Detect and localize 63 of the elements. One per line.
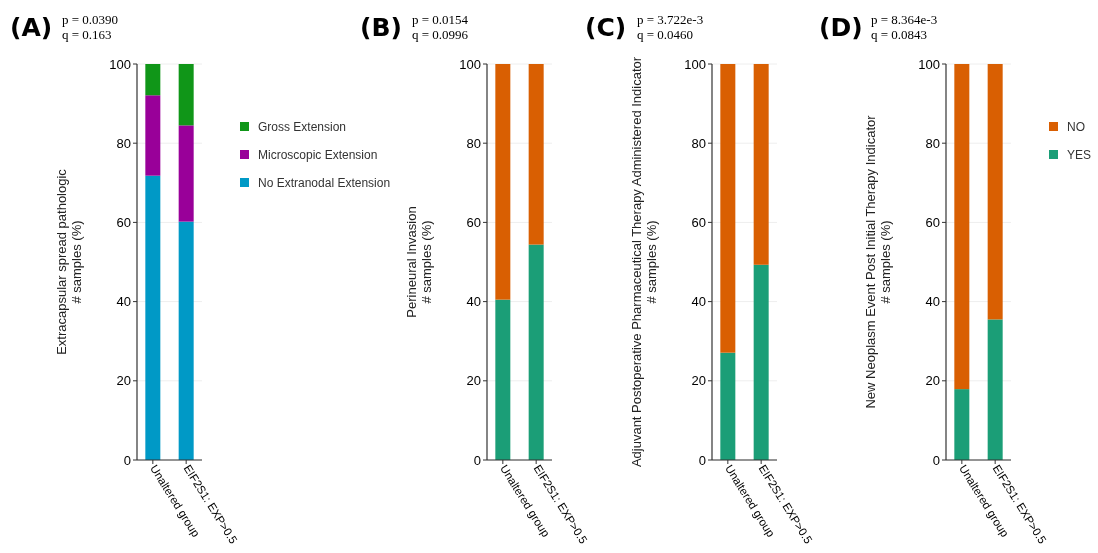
bar <box>145 175 161 460</box>
bar <box>178 125 194 222</box>
legend-label: Gross Extension <box>258 120 347 135</box>
text: q = 0.163 <box>62 27 112 42</box>
text: p = 0.0154 <box>412 12 469 27</box>
y-tick-label: 80 <box>116 135 131 151</box>
y-tick-label: 20 <box>116 373 131 389</box>
bar <box>528 64 544 245</box>
text: q = 0.0996 <box>412 27 469 42</box>
bar <box>753 264 769 460</box>
text: p = 3.722e-3 <box>637 12 704 27</box>
y-tick-label: 60 <box>116 214 131 230</box>
bar <box>528 244 544 460</box>
bar <box>954 64 970 390</box>
y-tick-label: 0 <box>123 452 131 468</box>
y-tick-label: 20 <box>691 373 706 389</box>
y-tick-label: 100 <box>684 56 706 72</box>
text: q = 0.0460 <box>637 27 694 42</box>
y-axis-title: Perineural Invasion # samples (%) <box>403 206 434 318</box>
y-tick-label: 60 <box>691 214 706 230</box>
text: p = 0.0390 <box>62 12 119 27</box>
legend-label: YES <box>1067 148 1092 163</box>
y-tick-label: 100 <box>109 56 131 72</box>
y-tick-label: 0 <box>932 452 940 468</box>
y-tick-label: 60 <box>466 214 481 230</box>
y-tick-label: 40 <box>925 294 940 310</box>
y-tick-label: 0 <box>698 452 706 468</box>
legend-label: Microscopic Extension <box>258 148 378 163</box>
bar <box>145 95 161 176</box>
y-tick-label: 40 <box>466 294 481 310</box>
y-tick-label: 80 <box>466 135 481 151</box>
y-tick-label: 0 <box>473 452 481 468</box>
y-tick-label: 40 <box>116 294 131 310</box>
bar <box>954 389 970 460</box>
y-axis-title: New Neoplasm Event Post Initial Therapy Indicator # samples (%) <box>862 114 893 409</box>
bar <box>495 299 511 460</box>
y-tick-label: 20 <box>925 373 940 389</box>
bar <box>753 64 769 265</box>
text: p = 8.364e-3 <box>871 12 938 27</box>
legend-label: NO <box>1067 120 1085 135</box>
bar <box>178 64 194 126</box>
bar <box>495 64 511 300</box>
legend-label: No Extranodal Extension <box>258 176 391 191</box>
y-tick-label: 20 <box>466 373 481 389</box>
bar <box>178 221 194 460</box>
bar <box>720 352 736 460</box>
y-tick-label: 80 <box>691 135 706 151</box>
bar <box>720 64 736 353</box>
y-tick-label: 100 <box>459 56 481 72</box>
bar <box>987 64 1003 320</box>
chart-title: (B) <box>360 13 402 42</box>
y-tick-label: 80 <box>925 135 940 151</box>
y-tick-label: 60 <box>925 214 940 230</box>
chart-title: (A) <box>10 13 53 42</box>
text: q = 0.0843 <box>871 27 928 42</box>
y-tick-label: 100 <box>918 56 940 72</box>
bar <box>145 64 161 96</box>
chart-title: (D) <box>819 13 863 42</box>
y-axis-title: Extracapsular spread pathologic # samples (%) <box>53 168 84 355</box>
y-axis-title: Adjuvant Postoperative Pharmaceutical Therapy Administered Indicator # samples (%) <box>628 56 659 468</box>
bar <box>987 319 1003 460</box>
chart-title: (C) <box>585 13 627 42</box>
y-tick-label: 40 <box>691 294 706 310</box>
